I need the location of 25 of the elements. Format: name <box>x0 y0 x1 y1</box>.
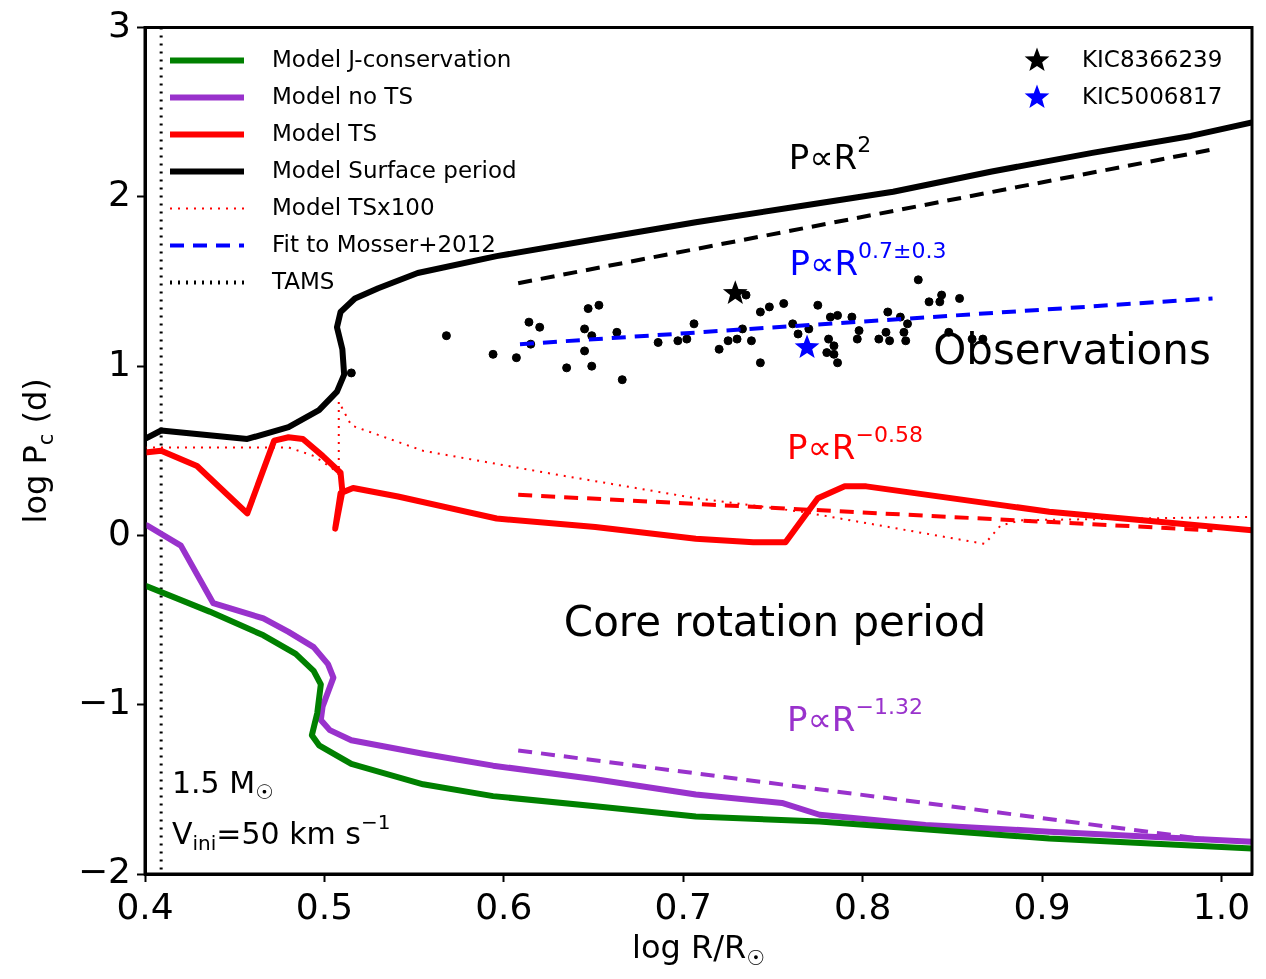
x-tick-label: 1.0 <box>1192 885 1251 927</box>
y-tick-label: 1 <box>108 342 131 384</box>
legend-label: KIC5006817 <box>1082 82 1223 109</box>
x-tick-label: 0.8 <box>834 885 892 927</box>
legend-label: KIC8366239 <box>1082 45 1223 72</box>
x-tick-label: 0.7 <box>654 885 712 927</box>
y-tick-label: −1 <box>77 681 131 723</box>
legend-label: Model no TS <box>272 82 413 109</box>
legend-label: Model TSx100 <box>272 193 435 220</box>
y-tick-label: 0 <box>108 511 131 553</box>
x-tick-label: 0.6 <box>475 885 533 927</box>
annotation: Core rotation period <box>563 596 987 646</box>
legend-label: Model J-conservation <box>272 45 512 72</box>
ref-line-label: TAMS <box>271 267 335 294</box>
annotation: 1.5 M☉ <box>172 764 274 805</box>
y-tick-label: 2 <box>108 173 131 215</box>
y-tick-label: 3 <box>108 3 131 45</box>
x-axis-title: log R/R☉ <box>631 928 766 971</box>
annotation: Observations <box>933 324 1211 374</box>
x-tick-label: 0.5 <box>295 885 354 927</box>
x-tick-label: 0.9 <box>1013 885 1071 927</box>
legend-label: Model TS <box>272 119 378 146</box>
legend-label: Fit to Mosser+2012 <box>272 230 496 257</box>
legend-label: Model Surface period <box>272 156 517 183</box>
y-axis-title: log Pc (d) <box>16 378 59 524</box>
